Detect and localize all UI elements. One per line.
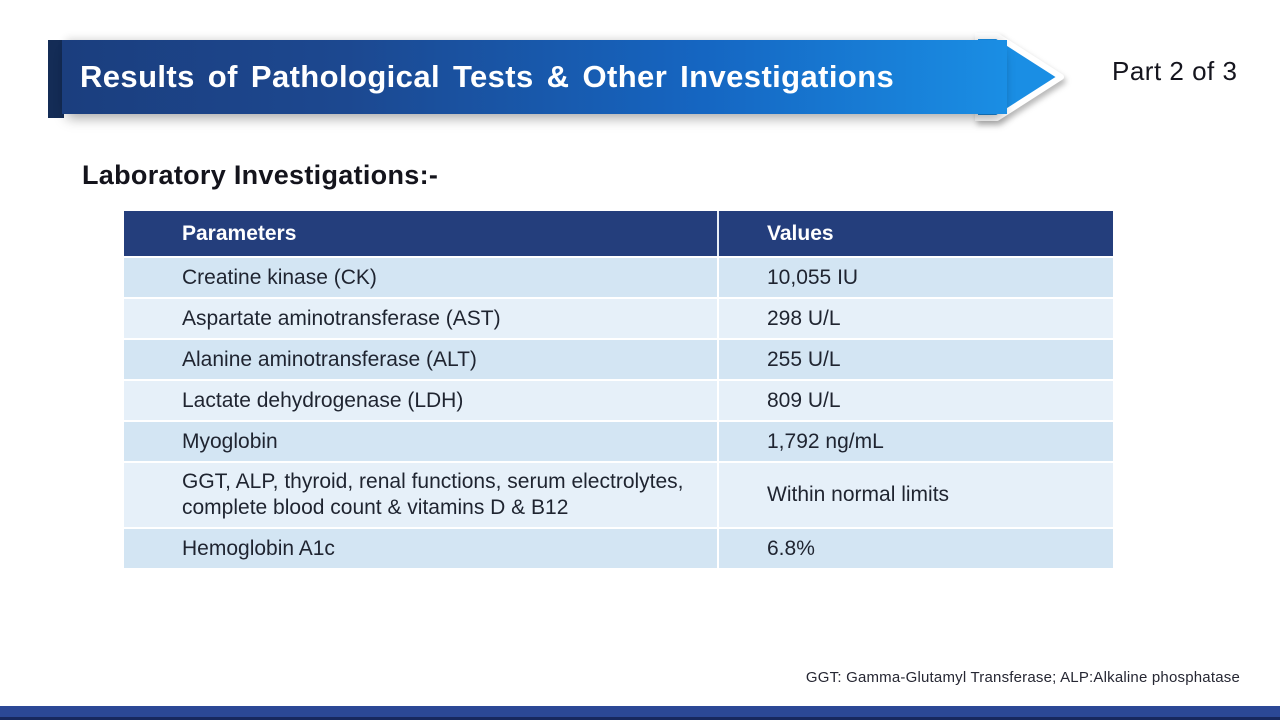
table-row: Alanine aminotransferase (ALT) 255 U/L	[124, 338, 1113, 379]
value-cell: 6.8%	[717, 529, 1113, 568]
part-indicator: Part 2 of 3	[1112, 56, 1238, 86]
param-cell: Aspartate aminotransferase (AST)	[182, 306, 501, 330]
table-row: Myoglobin 1,792 ng/mL	[124, 420, 1113, 461]
param-cell: Myoglobin	[182, 429, 278, 453]
banner-fold-strip	[48, 40, 64, 118]
param-cell: Creatine kinase (CK)	[182, 265, 377, 289]
value-cell: Within normal limits	[717, 463, 1113, 527]
param-cell: Alanine aminotransferase (ALT)	[182, 347, 477, 371]
title-banner: Results of Pathological Tests & Other In…	[62, 40, 1007, 114]
bottom-bar	[0, 706, 1280, 720]
table-row: GGT, ALP, thyroid, renal functions, seru…	[124, 461, 1113, 527]
section-heading: Laboratory Investigations:-	[82, 160, 439, 190]
value-cell: 1,792 ng/mL	[717, 422, 1113, 461]
table-header-row: Parameters Values	[124, 211, 1113, 256]
slide-title: Results of Pathological Tests & Other In…	[80, 59, 895, 94]
table-row: Hemoglobin A1c 6.8%	[124, 527, 1113, 568]
header-cell-parameters: Parameters	[182, 221, 297, 245]
param-cell: Hemoglobin A1c	[182, 536, 335, 560]
table-row: Lactate dehydrogenase (LDH) 809 U/L	[124, 379, 1113, 420]
table-row: Aspartate aminotransferase (AST) 298 U/L	[124, 297, 1113, 338]
footnote: GGT: Gamma-Glutamyl Transferase; ALP:Alk…	[805, 669, 1240, 686]
value-cell: 10,055 IU	[717, 258, 1113, 297]
value-cell: 809 U/L	[717, 381, 1113, 420]
value-cell: 298 U/L	[717, 299, 1113, 338]
table-row: Creatine kinase (CK) 10,055 IU	[124, 256, 1113, 297]
header-cell-values: Values	[717, 211, 1113, 256]
param-cell: GGT, ALP, thyroid, renal functions, seru…	[182, 470, 684, 519]
value-cell: 255 U/L	[717, 340, 1113, 379]
param-cell: Lactate dehydrogenase (LDH)	[182, 388, 464, 412]
lab-results-table: Parameters Values Creatine kinase (CK) 1…	[124, 211, 1113, 568]
